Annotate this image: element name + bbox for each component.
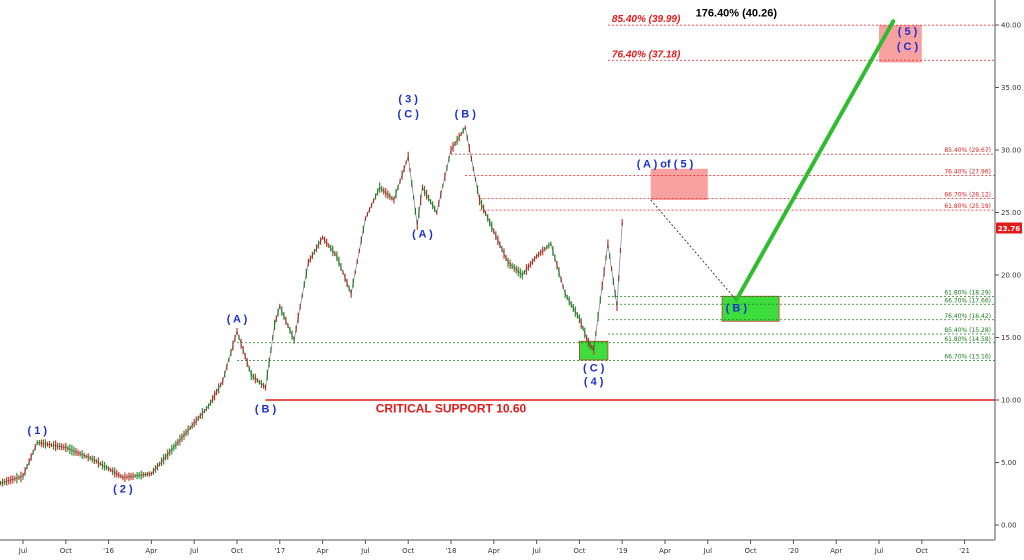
x-tick-label: Jul [360, 547, 370, 555]
wave-label: ( 1 ) [27, 425, 47, 437]
projection-line [650, 199, 737, 301]
wave-label: ( A ) of ( 5 ) [637, 159, 694, 171]
wave-label: ( C ) [583, 362, 605, 374]
x-tick-label: '21 [959, 547, 970, 555]
wave-label: ( 3 ) [398, 94, 418, 106]
wave-label: ( 5 ) [898, 26, 918, 38]
x-tick-label: '17 [274, 547, 285, 555]
x-tick-label: '18 [446, 547, 457, 555]
y-tick-label: 40.00 [1001, 22, 1021, 30]
fib-label: 61.80% (25.19) [944, 203, 991, 210]
support-zone [721, 295, 780, 322]
x-tick-label: Jul [189, 547, 199, 555]
x-tick-label: Oct [916, 547, 928, 555]
extension-label: 176.40% (40.26) [696, 7, 778, 19]
fib-label: 76.40% (37.18) [612, 49, 681, 60]
x-tick-label: Jul [703, 547, 713, 555]
wave-label: ( 2 ) [113, 484, 133, 496]
x-tick-label: Jul [531, 547, 541, 555]
wave-label: ( B ) [726, 302, 748, 314]
wave-label: ( C ) [398, 109, 420, 121]
fib-label: 61.80% (18.29) [944, 289, 991, 296]
critical-support-label: CRITICAL SUPPORT 10.60 [376, 402, 527, 416]
x-tick-label: '16 [103, 547, 114, 555]
zones [579, 25, 922, 361]
x-tick-label: '19 [617, 547, 628, 555]
y-tick-label: 30.00 [1001, 147, 1021, 155]
projection-line [734, 19, 896, 302]
fib-label: 76.40% (16.42) [944, 313, 991, 320]
wave-label: ( A ) [227, 314, 248, 326]
x-tick-label: Apr [145, 547, 157, 555]
labels: 176.40% (40.26) CRITICAL SUPPORT 10.60 ( 1… [27, 7, 918, 495]
wave-label: ( C ) [897, 41, 919, 53]
fib-label: 66.70% (26.12) [944, 192, 991, 199]
price-series [0, 125, 623, 487]
fib-label: 61.80% (14.58) [944, 336, 991, 343]
x-tick-label: Oct [231, 547, 243, 555]
y-tick-label: 5.00 [1001, 459, 1017, 467]
last-price-tag [996, 222, 1022, 234]
fib-label: 85.40% (29.67) [944, 147, 991, 154]
x-tick-label: Oct [573, 547, 585, 555]
fib-label: 85.40% (15.28) [944, 327, 991, 334]
axes: 0.00 5.00 10.00 15.00 20.00 25.00 30.00 35.00 40… [18, 22, 1022, 555]
x-tick-label: Oct [745, 547, 757, 555]
x-tick-label: Apr [830, 547, 842, 555]
target-zone [650, 168, 708, 200]
price-line [0, 126, 623, 484]
fib-label: 85.40% (39.99) [612, 14, 681, 25]
x-tick-label: Apr [317, 547, 329, 555]
fib-lines: 85.40% (39.99) 76.40% (37.18) 85.40% (29.6… [237, 14, 995, 401]
x-tick-label: '20 [788, 547, 799, 555]
x-tick-label: Apr [488, 547, 500, 555]
y-tick-label: 0.00 [1001, 522, 1017, 530]
x-tick-label: Jul [18, 547, 28, 555]
y-tick-label: 15.00 [1001, 334, 1021, 342]
fib-label: 66.70% (17.66) [944, 297, 991, 304]
last-price-label: 23.76 [998, 225, 1020, 233]
y-tick-label: 20.00 [1001, 272, 1021, 280]
x-tick-label: Jul [874, 547, 884, 555]
x-tick-label: Oct [402, 547, 414, 555]
x-tick-label: Oct [60, 547, 72, 555]
projection-lines [650, 19, 896, 302]
y-tick-label: 25.00 [1001, 209, 1021, 217]
fib-label: 76.40% (27.96) [944, 169, 991, 176]
fib-label: 66.70% (13.16) [944, 354, 991, 361]
x-tick-label: Apr [659, 547, 671, 555]
wave-label: ( A ) [412, 229, 433, 241]
wave-label: ( B ) [255, 404, 277, 416]
y-tick-label: 35.00 [1001, 84, 1021, 92]
y-tick-label: 10.00 [1001, 397, 1021, 405]
wave-label: ( 4 ) [584, 376, 604, 388]
wave-label: ( B ) [455, 109, 477, 121]
